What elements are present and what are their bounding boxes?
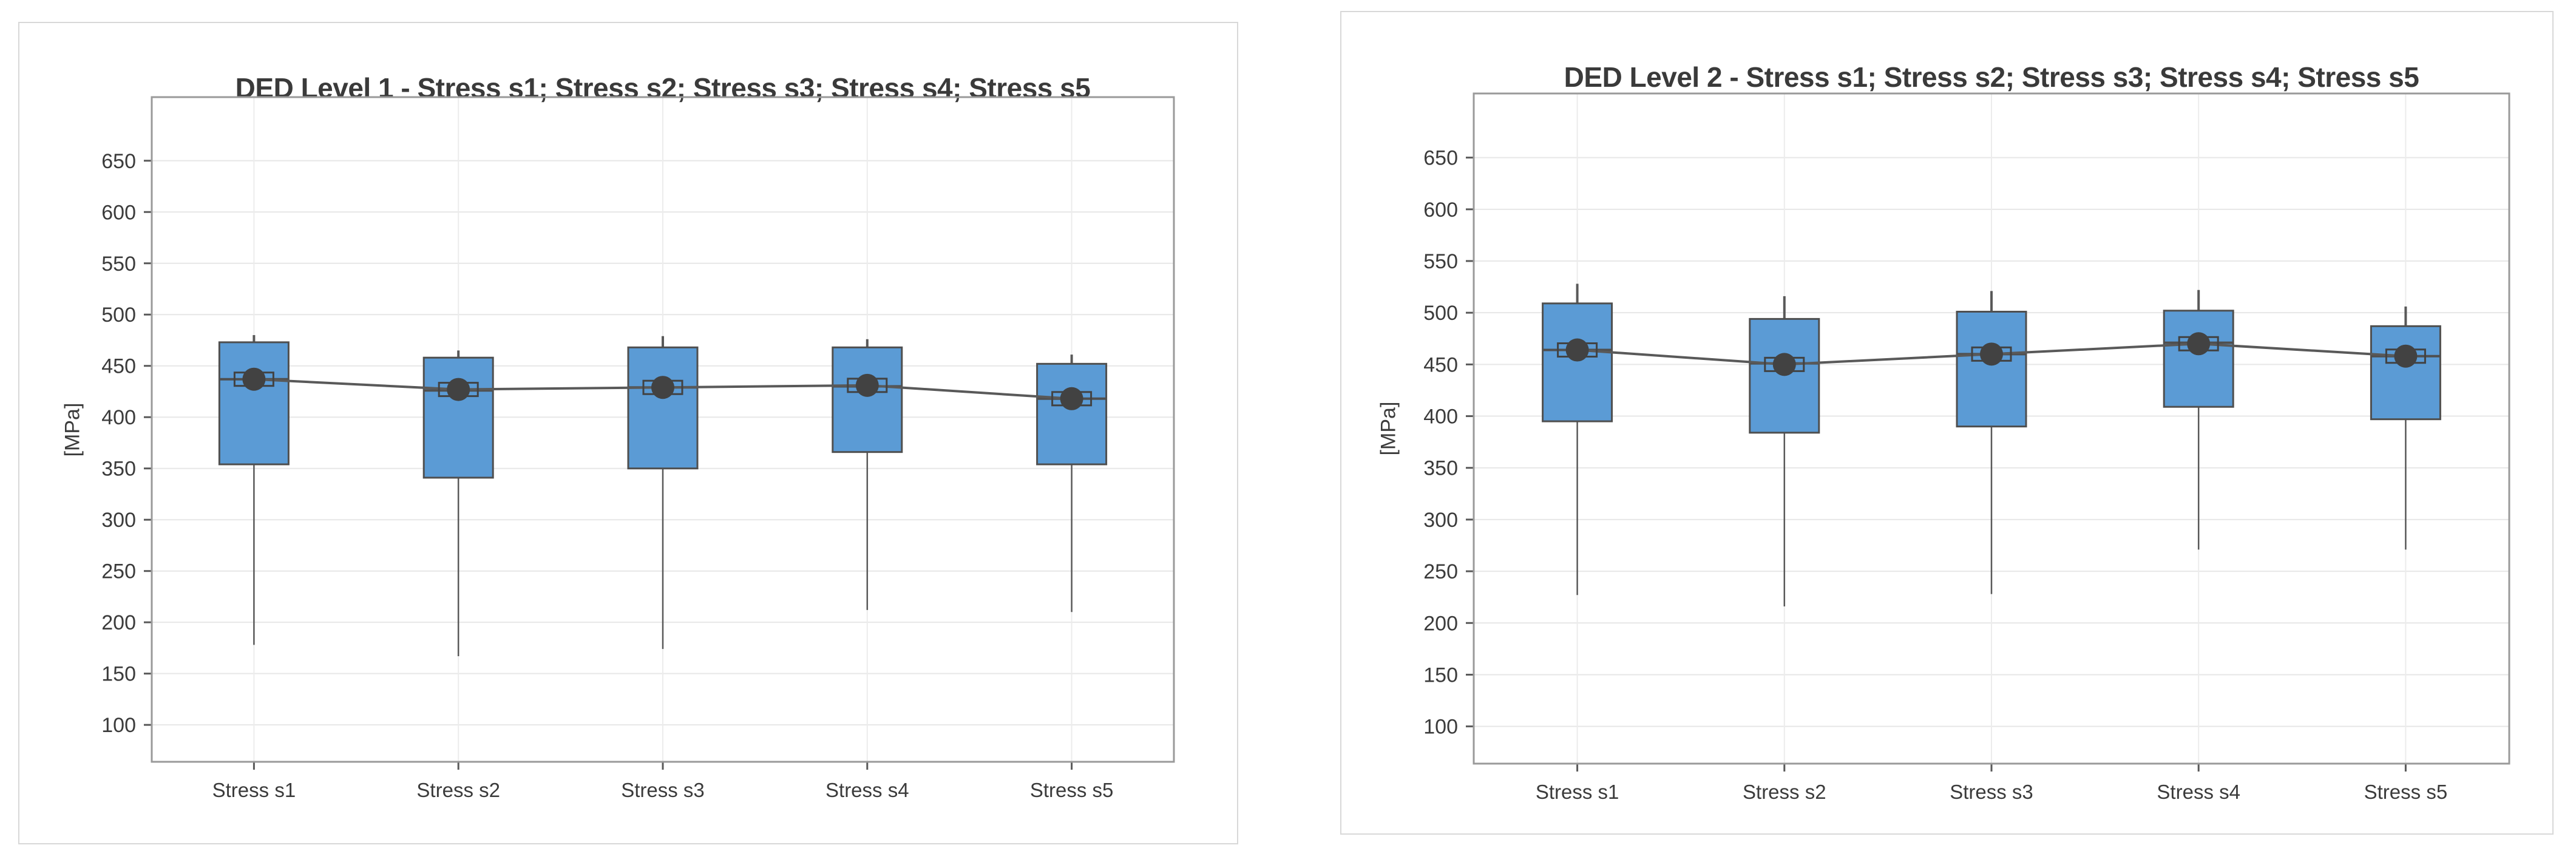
x-tick-label: Stress s2 xyxy=(1743,781,1826,803)
y-tick-label: 600 xyxy=(1423,198,1458,222)
y-tick-label: 250 xyxy=(1423,560,1458,583)
mean-marker-stress-s4 xyxy=(855,373,879,397)
x-tick-label: Stress s2 xyxy=(416,779,500,801)
y-tick-label: 250 xyxy=(101,560,136,583)
x-tick-label: Stress s3 xyxy=(1950,781,2033,803)
mean-marker-stress-s5 xyxy=(2394,344,2418,368)
y-tick-label: 200 xyxy=(101,611,136,634)
mean-marker-stress-s4 xyxy=(2187,332,2211,356)
y-tick-label: 300 xyxy=(1423,509,1458,532)
y-tick-label: 150 xyxy=(1423,663,1458,687)
box-stress-s3 xyxy=(627,346,699,470)
box-stress-s5 xyxy=(2370,325,2441,421)
y-tick-label: 550 xyxy=(101,253,136,276)
box-stress-s4 xyxy=(832,346,903,453)
y-tick-label: 500 xyxy=(1423,302,1458,325)
box-stress-s5 xyxy=(1036,362,1108,466)
box-stress-s1 xyxy=(218,341,290,466)
x-tick-label: Stress s3 xyxy=(621,779,705,801)
y-tick-label: 550 xyxy=(1423,250,1458,273)
y-tick-label: 300 xyxy=(101,509,136,532)
y-tick-label: 500 xyxy=(101,304,136,327)
x-tick-label: Stress s1 xyxy=(1536,781,1619,803)
chart-title-level2: DED Level 2 - Stress s1; Stress s2; Stre… xyxy=(1564,61,2419,93)
box-stress-s1 xyxy=(1542,302,1613,422)
y-tick-label: 150 xyxy=(101,663,136,686)
mean-marker-stress-s1 xyxy=(242,367,266,391)
y-tick-label: 600 xyxy=(101,201,136,224)
y-tick-label: 650 xyxy=(101,150,136,173)
box-stress-s3 xyxy=(1956,310,2027,428)
mean-marker-stress-s2 xyxy=(1772,353,1796,376)
y-tick-label: 350 xyxy=(1423,457,1458,480)
mean-marker-stress-s3 xyxy=(1980,342,2003,366)
chart-card-level2: DED Level 2 - Stress s1; Stress s2; Stre… xyxy=(1340,11,2554,835)
mean-marker-stress-s2 xyxy=(447,378,470,401)
y-tick-label: 400 xyxy=(101,406,136,429)
y-tick-label: 400 xyxy=(1423,405,1458,429)
y-tick-label: 350 xyxy=(101,458,136,481)
y-tick-label: 450 xyxy=(101,355,136,378)
plot-area-border xyxy=(151,96,1175,763)
y-tick-label: 650 xyxy=(1423,147,1458,170)
boxplot-level2: 100 150 200 250 300 350 400 450 500 550 600 650 Stre… xyxy=(1423,92,2510,803)
chart-card-level1: DED Level 1 - Stress s1; Stress s2; Stre… xyxy=(18,22,1238,844)
x-tick-label: Stress s4 xyxy=(2157,781,2240,803)
box-stress-s4 xyxy=(2163,310,2234,408)
y-tick-label: 100 xyxy=(1423,716,1458,739)
mean-marker-stress-s3 xyxy=(651,376,674,399)
x-tick-label: Stress s5 xyxy=(2364,781,2448,803)
y-tick-label: 450 xyxy=(1423,353,1458,376)
y-tick-label: 200 xyxy=(1423,612,1458,635)
mean-marker-stress-s1 xyxy=(1565,338,1589,362)
plot-area-border xyxy=(1473,92,2510,765)
y-tick-label: 100 xyxy=(101,714,136,737)
mean-marker-stress-s5 xyxy=(1060,387,1083,410)
x-tick-label: Stress s4 xyxy=(825,779,909,801)
x-tick-label: Stress s1 xyxy=(212,779,296,801)
boxplot-level1: 100 150 200 250 300 350 400 450 500 550 600 650 Stre… xyxy=(101,96,1175,801)
x-tick-label: Stress s5 xyxy=(1030,779,1114,801)
box-stress-s2 xyxy=(422,356,494,479)
